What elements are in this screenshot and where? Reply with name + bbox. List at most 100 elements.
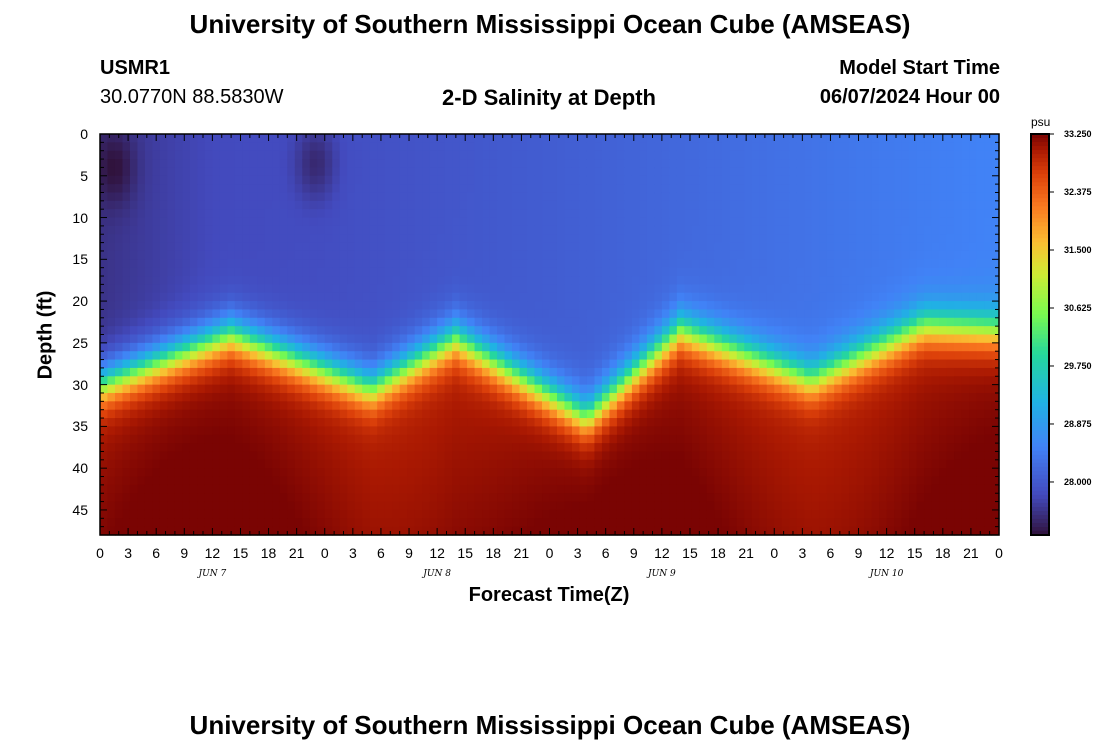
heatmap-cell — [317, 493, 326, 503]
heatmap-cell — [834, 451, 843, 461]
heatmap-cell — [167, 267, 176, 277]
heatmap-cell — [729, 518, 738, 528]
heatmap-cell — [684, 200, 693, 210]
heatmap-cell — [264, 409, 273, 419]
heatmap-cell — [100, 484, 109, 494]
heatmap-cell — [362, 259, 371, 269]
heatmap-cell — [796, 484, 805, 494]
heatmap-cell — [804, 167, 813, 177]
heatmap-cell — [107, 276, 116, 285]
heatmap-cell — [384, 426, 393, 436]
heatmap-cell — [751, 284, 760, 294]
heatmap-cell — [811, 301, 820, 311]
heatmap-cell — [392, 250, 401, 260]
heatmap-cell — [646, 351, 655, 361]
heatmap-cell — [414, 184, 423, 194]
heatmap-cell — [811, 225, 820, 235]
heatmap-cell — [317, 334, 326, 344]
heatmap-cell — [354, 225, 363, 235]
heatmap-cell — [699, 134, 708, 143]
heatmap-cell — [624, 159, 633, 169]
heatmap-cell — [137, 518, 146, 528]
heatmap-cell — [452, 242, 461, 252]
heatmap-cell — [257, 242, 266, 252]
heatmap-cell — [781, 142, 790, 152]
heatmap-cell — [699, 392, 708, 402]
heatmap-cell — [796, 150, 805, 160]
heatmap-cell — [601, 217, 611, 227]
heatmap-cell — [699, 225, 708, 235]
heatmap-cell — [736, 292, 745, 302]
heatmap-cell — [736, 459, 745, 469]
heatmap-cell — [729, 443, 738, 453]
heatmap-cell — [639, 209, 648, 219]
heatmap-cell — [519, 134, 528, 143]
heatmap-cell — [631, 526, 640, 536]
heatmap-cell — [294, 292, 303, 302]
heatmap-cell — [534, 418, 543, 427]
heatmap-cell — [444, 376, 453, 386]
heatmap-cell — [287, 418, 296, 427]
heatmap-cell — [774, 150, 783, 160]
heatmap-cell — [639, 493, 648, 503]
heatmap-cell — [204, 317, 213, 327]
heatmap-cell — [781, 401, 790, 411]
heatmap-cell — [512, 384, 521, 394]
heatmap-cell — [721, 501, 730, 511]
heatmap-cell — [369, 459, 378, 469]
heatmap-cell — [279, 451, 288, 461]
heatmap-cell — [631, 392, 640, 402]
heatmap-cell — [100, 134, 109, 143]
heatmap-cell — [706, 200, 715, 210]
heatmap-cell — [107, 250, 116, 260]
heatmap-cell — [721, 234, 730, 244]
heatmap-cell — [714, 267, 723, 277]
heatmap-cell — [317, 384, 326, 394]
heatmap-cell — [841, 142, 850, 152]
heatmap-cell — [264, 167, 273, 177]
heatmap-cell — [751, 309, 760, 319]
heatmap-cell — [699, 476, 708, 486]
heatmap-cell — [691, 384, 700, 394]
heatmap-cell — [414, 225, 423, 235]
heatmap-cell — [377, 426, 386, 436]
heatmap-cell — [429, 392, 438, 402]
heatmap-cell — [759, 484, 768, 494]
heatmap-cell — [407, 184, 416, 194]
heatmap-cell — [721, 367, 730, 377]
model-start-value: 06/07/2024 Hour 00 — [819, 86, 1000, 108]
heatmap-cell — [834, 234, 843, 244]
heatmap-cell — [811, 317, 820, 327]
heatmap-cell — [114, 192, 124, 202]
heatmap-cell — [564, 242, 573, 252]
heatmap-cell — [654, 159, 663, 169]
heatmap-cell — [534, 459, 543, 469]
heatmap-cell — [841, 326, 850, 336]
heatmap-cell — [586, 384, 596, 394]
heatmap-cell — [661, 392, 670, 402]
heatmap-cell — [706, 392, 715, 402]
heatmap-cell — [422, 292, 431, 302]
heatmap-cell — [249, 175, 258, 185]
heatmap-cell — [527, 209, 536, 219]
heatmap-cell — [631, 242, 640, 252]
heatmap-cell — [699, 142, 708, 152]
heatmap-cell — [586, 250, 596, 260]
heatmap-cell — [347, 175, 356, 185]
heatmap-cell — [497, 276, 506, 285]
heatmap-cell — [144, 142, 154, 152]
heatmap-cell — [182, 334, 191, 344]
heatmap-cell — [197, 359, 206, 369]
heatmap-cell — [579, 434, 588, 444]
heatmap-cell — [564, 367, 573, 377]
heatmap-cell — [422, 476, 431, 486]
heatmap-cell — [212, 359, 221, 369]
heatmap-cell — [294, 200, 303, 210]
heatmap-cell — [571, 493, 581, 503]
heatmap-cell — [691, 392, 700, 402]
heatmap-cell — [834, 134, 843, 143]
heatmap-cell — [669, 434, 678, 444]
heatmap-cell — [377, 301, 386, 311]
heatmap-cell — [849, 292, 858, 302]
heatmap-cell — [309, 518, 318, 528]
